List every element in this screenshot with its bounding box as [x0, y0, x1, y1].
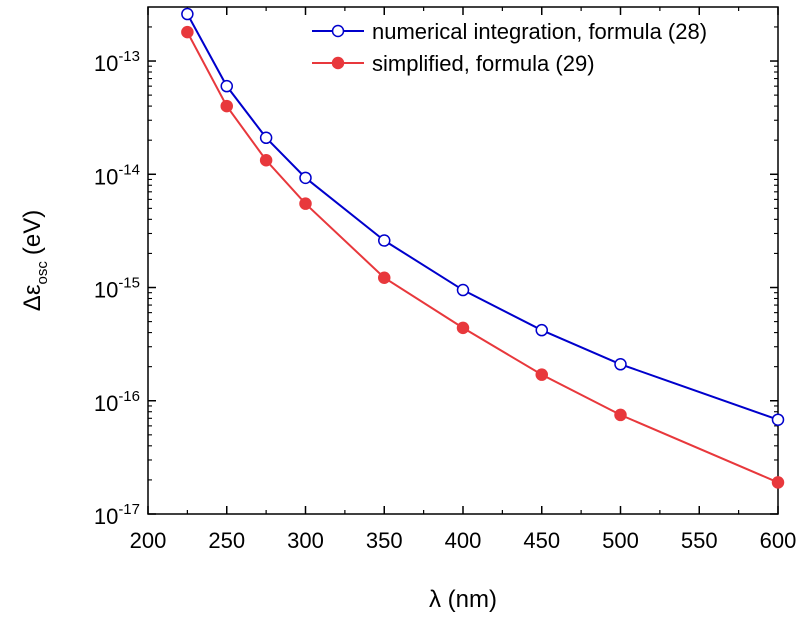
- series-2-point: [535, 368, 548, 381]
- series-2-point: [181, 25, 194, 39]
- y-tick-exponent: -17: [118, 501, 140, 518]
- x-tick-label: 500: [602, 528, 639, 553]
- series-1-point: [259, 131, 273, 145]
- y-tick-base: 10: [94, 51, 118, 76]
- y-tick-label: 10-13: [94, 48, 140, 76]
- y-tick-label: 10-15: [94, 275, 140, 303]
- y-axis-title: Δεosc (eV): [19, 210, 51, 311]
- y-tick-exponent: -16: [118, 388, 140, 405]
- series-2-point: [259, 153, 273, 167]
- series-2-point: [299, 197, 312, 210]
- x-tick-label: 300: [287, 528, 324, 553]
- x-tick-label: 450: [523, 528, 560, 553]
- plot-layer: 200 250 300 350 400 450 500 550 60010-1710-1610-…: [19, 6, 797, 613]
- series-1-point: [378, 234, 391, 247]
- y-tick-base: 10: [94, 278, 118, 303]
- series-1-point: [181, 7, 194, 21]
- series-1-point: [456, 283, 470, 297]
- legend-label-1: numerical integration, formula (28): [372, 19, 707, 44]
- legend-label-2: simplified, formula (29): [372, 51, 595, 76]
- series-1-point: [771, 413, 785, 426]
- x-tick-label: 400: [445, 528, 482, 553]
- x-axis-title: λ (nm): [429, 586, 497, 613]
- y-tick-label: 10-17: [94, 501, 140, 529]
- x-tick-label: 250: [208, 528, 245, 553]
- y-tick-label: 10-16: [94, 388, 140, 416]
- series-1-point: [299, 171, 312, 185]
- series-line-2: [186, 31, 779, 484]
- x-tick-label: 350: [366, 528, 403, 553]
- y-tick-base: 10: [94, 391, 118, 416]
- series-2-point: [771, 476, 785, 489]
- y-tick-base: 10: [94, 164, 118, 189]
- x-tick-label: 200: [130, 528, 167, 553]
- series-2-point: [378, 271, 391, 284]
- series-2-point: [614, 408, 627, 422]
- y-axis-title-subscript: osc: [34, 261, 51, 285]
- y-axis-title-unit: (eV): [19, 210, 46, 255]
- y-tick-exponent: -14: [118, 161, 140, 178]
- series-2-point: [456, 321, 470, 335]
- y-tick-exponent: -13: [118, 48, 140, 65]
- legend-marker-1: [331, 24, 345, 38]
- y-tick-exponent: -15: [118, 275, 140, 292]
- y-axis-title-base: Δε: [19, 284, 46, 311]
- series-1-point: [614, 358, 627, 371]
- y-tick-label: 10-14: [94, 161, 140, 189]
- y-tick-base: 10: [94, 504, 118, 529]
- x-tick-label: 550: [681, 528, 718, 553]
- series-1-point: [535, 323, 548, 337]
- x-tick-label: 600: [760, 528, 797, 553]
- plot-frame: [147, 6, 779, 515]
- series-2-point: [220, 99, 233, 113]
- series-1-point: [220, 79, 233, 93]
- legend-marker-2: [331, 56, 345, 70]
